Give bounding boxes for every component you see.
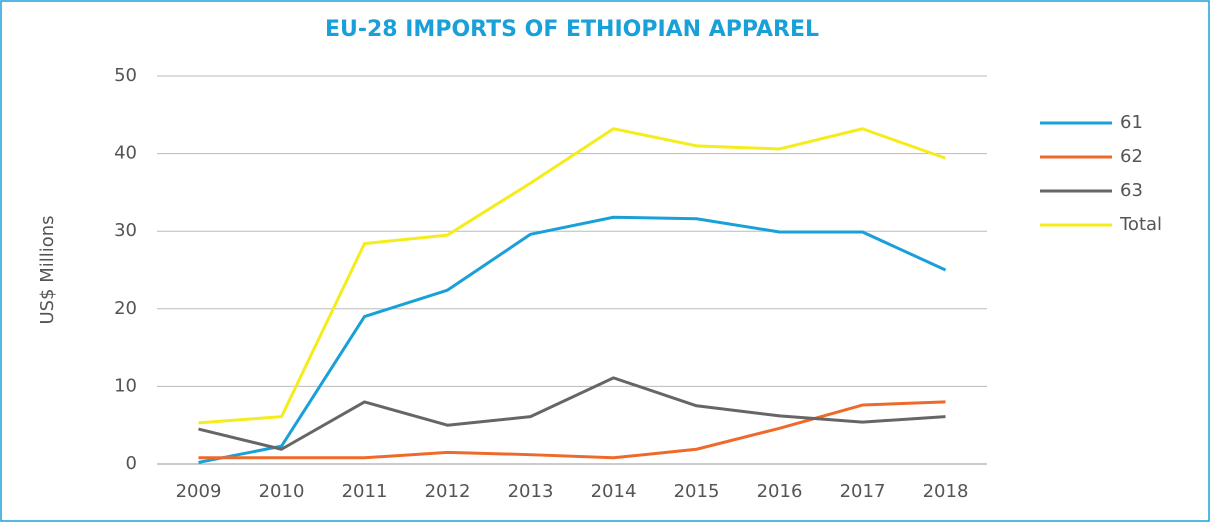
x-tick-label: 2010: [259, 481, 305, 502]
y-tick-label: 40: [114, 143, 137, 164]
legend-label: 61: [1120, 112, 1143, 133]
legend-label: 63: [1120, 180, 1143, 201]
y-axis-label: US$ Millions: [37, 215, 58, 324]
series-line: [198, 376, 946, 451]
y-tick-label: 20: [114, 298, 137, 319]
y-tick-label: 10: [114, 375, 137, 396]
y-tick-label: 50: [114, 65, 137, 86]
x-tick-label: 2011: [342, 481, 388, 502]
x-tick-label: 2018: [923, 481, 969, 502]
series-line: [198, 215, 947, 464]
x-tick-label: 2016: [757, 481, 803, 502]
legend-label: 62: [1120, 146, 1143, 167]
y-tick-label: 0: [126, 453, 137, 474]
x-tick-label: 2009: [176, 481, 222, 502]
x-tick-label: 2013: [508, 481, 554, 502]
legend-label: Total: [1119, 214, 1162, 235]
x-tick-label: 2012: [425, 481, 471, 502]
series-line: [198, 127, 947, 425]
chart-title: EU-28 IMPORTS OF ETHIOPIAN APPAREL: [325, 17, 819, 42]
x-tick-label: 2017: [840, 481, 886, 502]
x-tick-label: 2014: [591, 481, 637, 502]
series-line: [198, 400, 946, 460]
y-tick-label: 30: [114, 220, 137, 241]
x-tick-label: 2015: [674, 481, 720, 502]
